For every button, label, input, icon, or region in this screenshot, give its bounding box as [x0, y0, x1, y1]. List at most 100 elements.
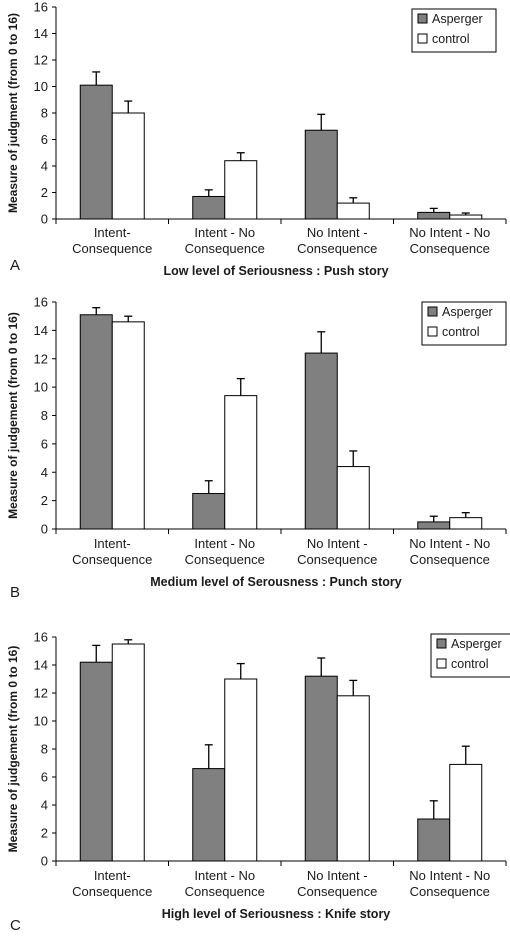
y-tick-label: 12 [34, 686, 48, 701]
bar-control [449, 763, 483, 862]
y-tick-label: 14 [34, 658, 48, 673]
panel-letter: A [10, 257, 20, 274]
bar-asperger [192, 768, 226, 862]
bar-control [449, 517, 483, 530]
y-tick-label: 6 [41, 132, 48, 147]
x-tick-label: Consequence [410, 552, 490, 567]
bar-asperger [192, 195, 226, 220]
bar-asperger [417, 818, 451, 862]
y-tick-label: 6 [41, 770, 48, 785]
legend-swatch-control [427, 326, 438, 337]
y-tick-label: 6 [41, 436, 48, 451]
y-tick-label: 4 [41, 465, 48, 480]
legend-label: control [442, 325, 480, 339]
bar-control [449, 214, 483, 220]
y-tick-label: 16 [34, 295, 48, 310]
y-tick-label: 2 [41, 493, 48, 508]
x-tick-label: Consequence [297, 552, 377, 567]
y-axis-title: Measure of judgment (from 0 to 16) [6, 13, 20, 213]
x-tick-label: No Intent - [307, 225, 368, 240]
y-tick-label: 2 [41, 826, 48, 841]
x-tick-label: Consequence [410, 241, 490, 256]
x-tick-label: Consequence [185, 884, 265, 899]
bar-asperger [79, 661, 113, 862]
panel-letter: C [10, 917, 21, 934]
y-tick-label: 16 [34, 630, 48, 645]
y-tick-label: 10 [34, 714, 48, 729]
x-tick-label: Consequence [72, 241, 152, 256]
y-tick-label: 16 [34, 0, 48, 15]
legend-swatch-control [436, 658, 447, 669]
legend-swatch-control [417, 33, 428, 44]
x-tick-label: No Intent - [307, 868, 368, 883]
y-tick-label: 8 [41, 742, 48, 757]
x-tick-label: Intent - No [194, 536, 255, 551]
x-tick-label: No Intent - No [409, 868, 490, 883]
bar-control [336, 466, 370, 530]
x-tick-label: Consequence [297, 884, 377, 899]
bar-asperger [304, 352, 338, 530]
y-tick-label: 2 [41, 185, 48, 200]
y-axis-title: Measure of judgement (from 0 to 16) [6, 646, 20, 853]
x-tick-label: Intent- [94, 225, 131, 240]
x-tick-label: No Intent - No [409, 536, 490, 551]
x-tick-label: Consequence [410, 884, 490, 899]
bar-asperger [304, 129, 338, 220]
y-tick-label: 8 [41, 106, 48, 121]
x-tick-label: Intent - No [194, 225, 255, 240]
legend-swatch-asperger [417, 13, 428, 24]
bar-control [224, 678, 258, 862]
y-tick-label: 8 [41, 408, 48, 423]
y-axis-title: Measure of judgement (from 0 to 16) [6, 312, 20, 519]
legend-swatch-asperger [427, 306, 438, 317]
y-tick-label: 4 [41, 159, 48, 174]
panel-letter: B [10, 584, 20, 601]
bar-control [336, 202, 370, 220]
bar-control [111, 643, 145, 862]
y-tick-label: 14 [34, 26, 48, 41]
x-axis-title: High level of Seriousness : Knife story [162, 907, 391, 921]
bar-control [111, 321, 145, 530]
bar-asperger [304, 675, 338, 862]
y-tick-label: 14 [34, 323, 48, 338]
x-tick-label: Consequence [185, 552, 265, 567]
bar-asperger [192, 493, 226, 530]
legend-label: control [451, 657, 489, 671]
legend-label: control [432, 32, 470, 46]
y-tick-label: 4 [41, 798, 48, 813]
legend: Asperger control [430, 633, 510, 678]
bar-asperger [417, 521, 451, 530]
x-tick-label: Intent- [94, 868, 131, 883]
bar-control [224, 160, 258, 220]
y-tick-label: 0 [41, 212, 48, 227]
x-axis-title: Low level of Seriousness : Push story [163, 264, 388, 278]
y-tick-label: 12 [34, 351, 48, 366]
legend-label: Asperger [451, 637, 502, 651]
bar-asperger [79, 314, 113, 530]
x-tick-label: Consequence [72, 884, 152, 899]
y-tick-label: 10 [34, 380, 48, 395]
x-tick-label: Consequence [297, 241, 377, 256]
x-tick-label: Consequence [72, 552, 152, 567]
x-tick-label: No Intent - [307, 536, 368, 551]
bar-asperger [417, 211, 451, 220]
x-tick-label: Intent - No [194, 868, 255, 883]
legend: Asperger control [421, 301, 507, 346]
legend-label: Asperger [442, 305, 493, 319]
bar-control [336, 695, 370, 862]
x-tick-label: Intent- [94, 536, 131, 551]
x-axis-title: Medium level of Serousness : Punch story [150, 575, 402, 589]
x-tick-label: No Intent - No [409, 225, 490, 240]
bar-control [224, 395, 258, 530]
bar-control [111, 112, 145, 220]
legend-label: Asperger [432, 12, 483, 26]
y-tick-label: 0 [41, 854, 48, 869]
y-tick-label: 0 [41, 522, 48, 537]
legend-swatch-asperger [436, 638, 447, 649]
x-tick-label: Consequence [185, 241, 265, 256]
bar-asperger [79, 84, 113, 220]
